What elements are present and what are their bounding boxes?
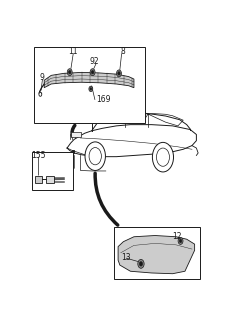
Circle shape xyxy=(39,92,42,96)
Bar xyxy=(46,176,54,183)
Bar xyxy=(72,132,81,137)
Circle shape xyxy=(85,142,105,171)
Bar xyxy=(35,176,42,182)
Polygon shape xyxy=(44,72,134,88)
Bar xyxy=(34,47,145,124)
Text: 155: 155 xyxy=(31,151,45,160)
Bar xyxy=(114,227,200,279)
Circle shape xyxy=(90,88,92,90)
Text: 169: 169 xyxy=(96,95,111,105)
Text: 11: 11 xyxy=(69,47,78,56)
Polygon shape xyxy=(118,236,195,274)
Circle shape xyxy=(67,69,72,76)
Circle shape xyxy=(139,262,143,266)
Text: 9: 9 xyxy=(39,73,44,82)
Circle shape xyxy=(69,70,71,74)
Circle shape xyxy=(138,260,144,268)
Circle shape xyxy=(179,239,182,243)
Text: 92: 92 xyxy=(89,57,99,66)
Circle shape xyxy=(91,70,94,74)
Bar xyxy=(32,152,73,190)
Text: 8: 8 xyxy=(120,47,125,56)
Circle shape xyxy=(90,69,95,76)
Circle shape xyxy=(89,86,93,92)
Text: 13: 13 xyxy=(121,253,131,262)
Text: 12: 12 xyxy=(172,232,182,241)
Circle shape xyxy=(152,142,173,172)
Circle shape xyxy=(118,72,120,75)
Circle shape xyxy=(116,70,121,77)
Circle shape xyxy=(178,237,183,244)
